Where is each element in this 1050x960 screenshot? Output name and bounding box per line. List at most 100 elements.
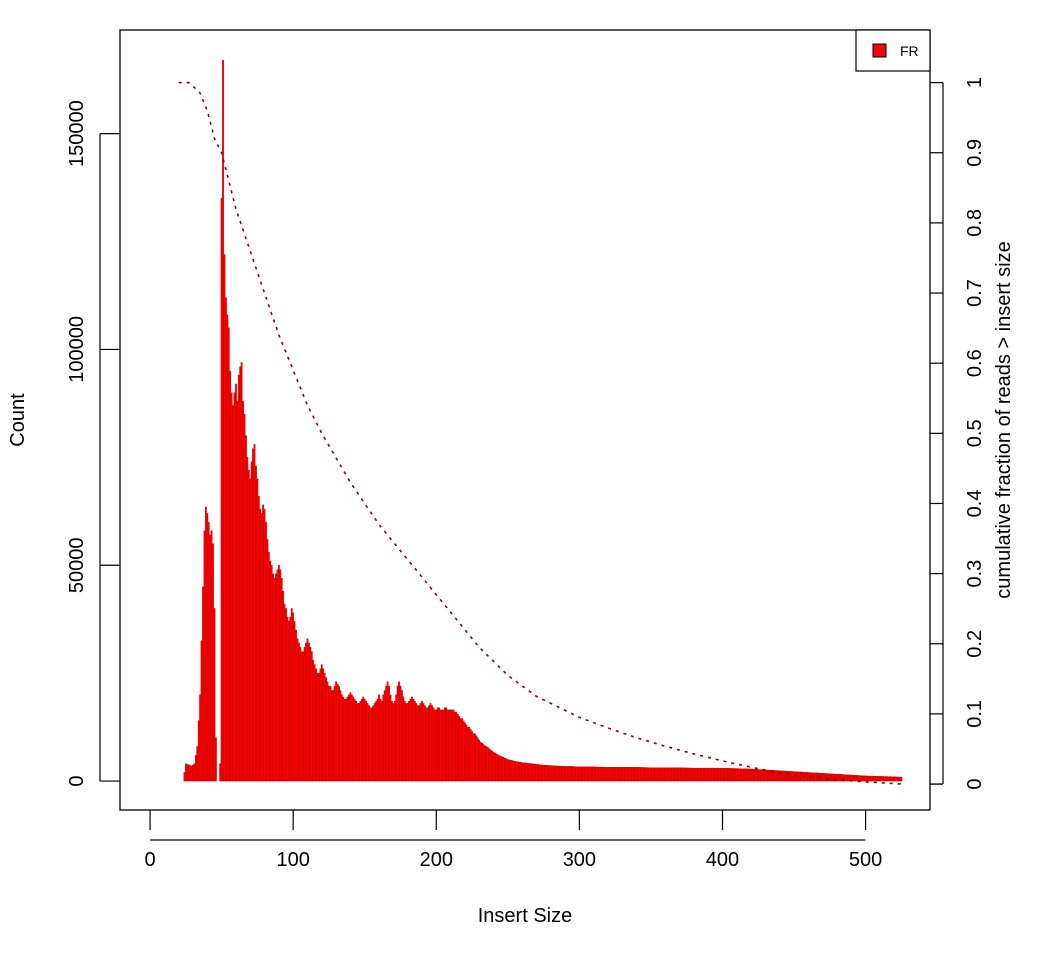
histogram-bar xyxy=(393,701,396,782)
histogram-bar xyxy=(558,765,561,782)
histogram-bar xyxy=(539,764,542,782)
histogram-bar xyxy=(536,764,539,782)
histogram-bar xyxy=(396,685,399,782)
histogram-bar xyxy=(869,775,871,782)
histogram-bar xyxy=(265,521,267,782)
histogram-bar xyxy=(316,672,319,782)
histogram-bar xyxy=(608,767,611,782)
histogram-bar xyxy=(339,690,342,782)
histogram-bar xyxy=(475,735,478,782)
histogram-bar xyxy=(672,767,675,782)
histogram-bar xyxy=(375,701,378,782)
histogram-bar xyxy=(276,569,279,782)
histogram-bar xyxy=(293,621,296,782)
histogram-bar xyxy=(877,776,880,782)
histogram-bar xyxy=(184,763,187,782)
histogram-bar xyxy=(624,767,627,782)
histogram-bar xyxy=(370,707,373,782)
histogram-bar xyxy=(464,722,466,782)
histogram-bar xyxy=(247,470,250,782)
histogram-bar xyxy=(879,776,881,782)
plot-frame xyxy=(119,29,931,811)
histogram-bar xyxy=(900,777,903,782)
histogram-bar xyxy=(717,767,720,782)
histogram-bar xyxy=(366,703,369,782)
histogram-bar xyxy=(588,766,591,782)
y2-tick-label: 0.4 xyxy=(964,490,986,518)
histogram-bar xyxy=(386,681,389,782)
histogram-bar xyxy=(368,705,370,782)
histogram-bar xyxy=(453,711,456,782)
histogram-bar xyxy=(535,764,538,782)
histogram-bar xyxy=(402,696,405,782)
histogram-bar xyxy=(645,767,648,782)
histogram-bar xyxy=(326,681,329,782)
histogram-bar xyxy=(791,771,794,782)
histogram-bar xyxy=(521,762,524,782)
histogram-bar xyxy=(338,685,340,782)
histogram-bar xyxy=(406,703,409,782)
histogram-bar xyxy=(320,664,323,782)
histogram-bar xyxy=(559,765,562,782)
histogram-bar xyxy=(751,768,754,782)
histogram-bar xyxy=(200,640,203,782)
histogram-bar xyxy=(245,435,247,782)
histogram-bar xyxy=(896,776,898,782)
histogram-bar xyxy=(369,707,372,782)
histogram-bar xyxy=(647,767,649,782)
histogram-bar xyxy=(378,694,380,782)
histogram-bar xyxy=(436,707,439,782)
histogram-bar xyxy=(227,327,230,782)
y2-tick-label: 0.3 xyxy=(964,560,986,588)
y2-tick-label: 0.1 xyxy=(964,700,986,728)
x-tick-label: 500 xyxy=(849,849,882,871)
histogram-bar xyxy=(355,701,358,782)
histogram-bar xyxy=(595,766,598,782)
histogram-bar xyxy=(701,767,704,782)
histogram-bar xyxy=(289,616,292,782)
histogram-bar xyxy=(697,767,700,782)
histogram-bar xyxy=(502,757,505,782)
histogram-bar xyxy=(285,608,287,782)
histogram-bar xyxy=(587,766,589,782)
histogram-bar xyxy=(662,767,665,782)
histogram-bar xyxy=(379,698,382,782)
histogram-bar xyxy=(459,718,462,782)
histogram-bar xyxy=(584,766,586,782)
histogram-bar xyxy=(209,534,212,782)
histogram-bar xyxy=(700,767,702,782)
histogram-bar xyxy=(797,771,800,782)
histogram-bar xyxy=(733,768,735,782)
histogram-bar xyxy=(519,762,522,782)
histogram-bar xyxy=(187,764,190,782)
histogram-bar xyxy=(528,763,531,782)
histogram-bar xyxy=(677,767,680,782)
histogram-bar xyxy=(661,767,664,782)
histogram-bar xyxy=(827,773,830,782)
histogram-bar xyxy=(455,711,458,782)
histogram-bar xyxy=(230,392,233,782)
histogram-bar xyxy=(685,767,688,782)
histogram-bar xyxy=(773,770,775,782)
histogram-bar xyxy=(270,565,273,782)
histogram-bar xyxy=(308,642,310,782)
histogram-bar xyxy=(283,603,286,782)
histogram-bar xyxy=(210,530,213,782)
histogram-bar xyxy=(413,701,416,782)
histogram-bar xyxy=(418,705,420,782)
histogram-bar xyxy=(514,761,516,782)
y2-tick-label: 0.2 xyxy=(964,630,986,658)
histogram-bar xyxy=(665,767,668,782)
histogram-bar xyxy=(561,766,564,782)
histogram-bar xyxy=(637,767,639,782)
histogram-bar xyxy=(641,767,644,782)
histogram-bar xyxy=(753,768,755,782)
histogram-bar xyxy=(431,705,433,782)
histogram-bar xyxy=(332,690,335,782)
histogram-bar xyxy=(297,642,300,782)
histogram-bar xyxy=(432,707,435,782)
histogram-bar xyxy=(790,771,793,782)
histogram-bar xyxy=(612,767,615,782)
histogram-bars xyxy=(183,60,903,782)
histogram-bar xyxy=(323,672,326,782)
